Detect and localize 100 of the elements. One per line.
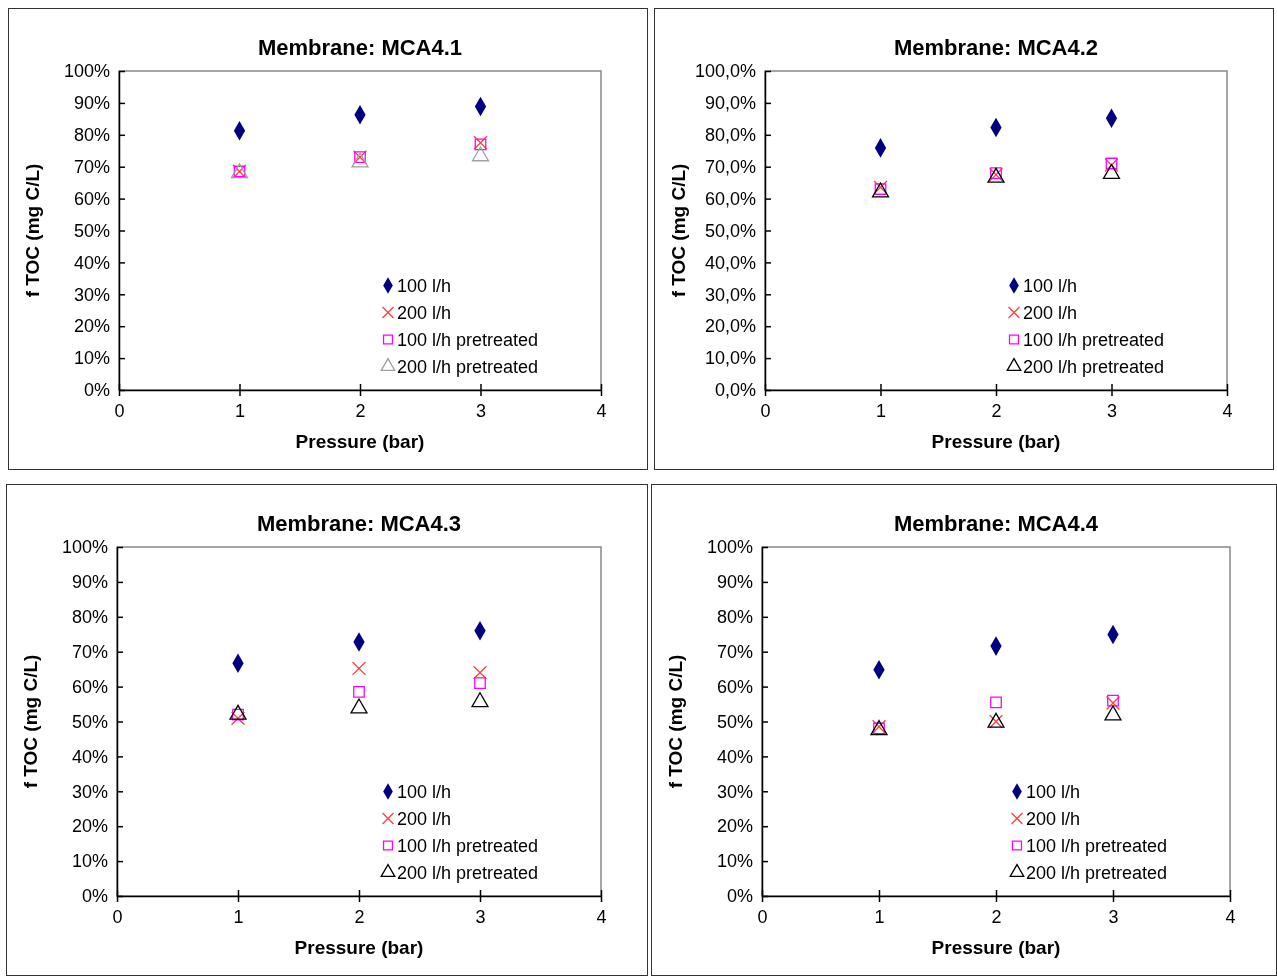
chart-title: Membrane: MCA4.1 bbox=[257, 35, 463, 60]
legend-label: 100 l/h bbox=[397, 781, 452, 802]
x-tick-label: 1 bbox=[874, 907, 885, 927]
legend-label: 200 l/h pretreated bbox=[397, 862, 539, 883]
y-tick-label: 30,0% bbox=[704, 284, 756, 305]
x-tick-label: 4 bbox=[1222, 401, 1233, 421]
y-tick-label: 50% bbox=[716, 711, 753, 732]
y-axis-title: f TOC (mg C/L) bbox=[668, 163, 689, 298]
x-tick-label: 2 bbox=[991, 401, 1002, 421]
y-tick-label: 70% bbox=[71, 641, 108, 662]
legend-label: 200 l/h bbox=[397, 302, 452, 323]
y-axis-title: f TOC (mg C/L) bbox=[20, 654, 41, 789]
y-tick-label: 50% bbox=[73, 220, 110, 241]
y-tick-label: 30% bbox=[71, 781, 108, 802]
x-axis-title: Pressure (bar) bbox=[294, 937, 424, 958]
point bbox=[353, 685, 365, 698]
y-tick-label: 100% bbox=[706, 537, 753, 558]
x-tick-label: 0 bbox=[757, 907, 768, 927]
y-tick-label: 20,0% bbox=[704, 316, 756, 337]
legend-label: 100 l/h pretreated bbox=[1026, 835, 1168, 856]
point bbox=[229, 704, 247, 720]
x-axis-title: Pressure (bar) bbox=[295, 431, 425, 452]
y-tick-label: 80% bbox=[716, 607, 753, 628]
y-tick-label: 50,0% bbox=[704, 220, 756, 241]
chart-title: Membrane: MCA4.3 bbox=[256, 511, 462, 536]
y-tick-label: 100% bbox=[61, 537, 108, 558]
point bbox=[471, 692, 489, 708]
y-tick-label: 100,0% bbox=[694, 61, 756, 82]
legend-label: 100 l/h pretreated bbox=[397, 835, 539, 856]
y-tick-label: 80% bbox=[71, 607, 108, 628]
x-tick-label: 4 bbox=[596, 401, 607, 421]
y-tick-label: 0,0% bbox=[714, 380, 756, 401]
y-tick-label: 60% bbox=[73, 188, 110, 209]
legend-label: 200 l/h pretreated bbox=[397, 356, 539, 377]
x-tick-label: 1 bbox=[233, 907, 244, 927]
y-tick-label: 0% bbox=[81, 886, 108, 907]
y-tick-label: 70% bbox=[73, 156, 110, 177]
legend-label: 200 l/h bbox=[1026, 808, 1081, 829]
y-tick-label: 80,0% bbox=[704, 125, 756, 146]
y-tick-label: 60% bbox=[716, 676, 753, 697]
legend-label: 100 l/h bbox=[1026, 781, 1081, 802]
point bbox=[350, 698, 368, 714]
x-tick-label: 0 bbox=[114, 401, 125, 421]
y-tick-label: 10% bbox=[73, 348, 110, 369]
y-tick-label: 0% bbox=[726, 886, 753, 907]
point bbox=[1104, 705, 1122, 721]
legend-label: 100 l/h bbox=[397, 275, 452, 296]
y-tick-label: 60,0% bbox=[704, 188, 756, 209]
x-tick-label: 3 bbox=[1106, 401, 1118, 421]
point bbox=[230, 711, 246, 726]
x-tick-label: 2 bbox=[991, 907, 1002, 927]
y-axis-title: f TOC (mg C/L) bbox=[665, 654, 686, 789]
point bbox=[990, 696, 1002, 709]
y-tick-label: 50% bbox=[71, 711, 108, 732]
point bbox=[472, 665, 488, 680]
point bbox=[351, 661, 367, 676]
legend-label: 200 l/h pretreated bbox=[1026, 862, 1168, 883]
point bbox=[471, 146, 490, 162]
x-axis-title: Pressure (bar) bbox=[931, 431, 1061, 452]
y-tick-label: 20% bbox=[73, 316, 110, 337]
x-axis-title: Pressure (bar) bbox=[931, 937, 1061, 958]
y-tick-label: 70% bbox=[716, 641, 753, 662]
chart-title: Membrane: MCA4.4 bbox=[893, 511, 1099, 536]
legend-label: 100 l/h bbox=[1023, 275, 1078, 296]
y-tick-label: 10% bbox=[716, 851, 753, 872]
x-tick-label: 2 bbox=[355, 401, 366, 421]
y-tick-label: 90% bbox=[716, 572, 753, 593]
legend-label: 200 l/h pretreated bbox=[1023, 356, 1165, 377]
y-tick-label: 0% bbox=[83, 380, 110, 401]
y-axis-title: f TOC (mg C/L) bbox=[22, 163, 43, 298]
y-tick-label: 20% bbox=[71, 816, 108, 837]
legend-label: 100 l/h pretreated bbox=[1023, 329, 1165, 350]
x-tick-label: 3 bbox=[475, 401, 487, 421]
x-tick-label: 3 bbox=[1108, 907, 1119, 927]
point bbox=[474, 677, 486, 689]
y-tick-label: 10,0% bbox=[704, 348, 756, 369]
legend-label: 100 l/h pretreated bbox=[397, 329, 539, 350]
y-tick-label: 90,0% bbox=[704, 93, 756, 114]
x-tick-label: 1 bbox=[234, 401, 246, 421]
x-tick-label: 1 bbox=[875, 401, 887, 421]
x-tick-label: 0 bbox=[760, 401, 771, 421]
x-tick-label: 4 bbox=[596, 907, 607, 927]
y-tick-label: 40,0% bbox=[704, 252, 756, 273]
y-tick-label: 10% bbox=[71, 851, 108, 872]
y-tick-label: 80% bbox=[73, 125, 110, 146]
legend-label: 200 l/h bbox=[397, 808, 452, 829]
x-tick-label: 0 bbox=[112, 907, 123, 927]
y-tick-label: 100% bbox=[63, 61, 110, 82]
y-tick-label: 30% bbox=[73, 284, 110, 305]
point bbox=[1107, 694, 1119, 707]
y-tick-label: 90% bbox=[71, 572, 108, 593]
y-tick-label: 60% bbox=[71, 676, 108, 697]
y-tick-label: 40% bbox=[71, 746, 108, 767]
legend-label: 200 l/h bbox=[1023, 302, 1078, 323]
chart-title: Membrane: MCA4.2 bbox=[893, 35, 1099, 60]
y-tick-label: 70,0% bbox=[704, 156, 756, 177]
y-tick-label: 40% bbox=[716, 746, 753, 767]
x-tick-label: 2 bbox=[354, 907, 365, 927]
x-tick-label: 3 bbox=[475, 907, 486, 927]
point bbox=[1105, 695, 1121, 711]
